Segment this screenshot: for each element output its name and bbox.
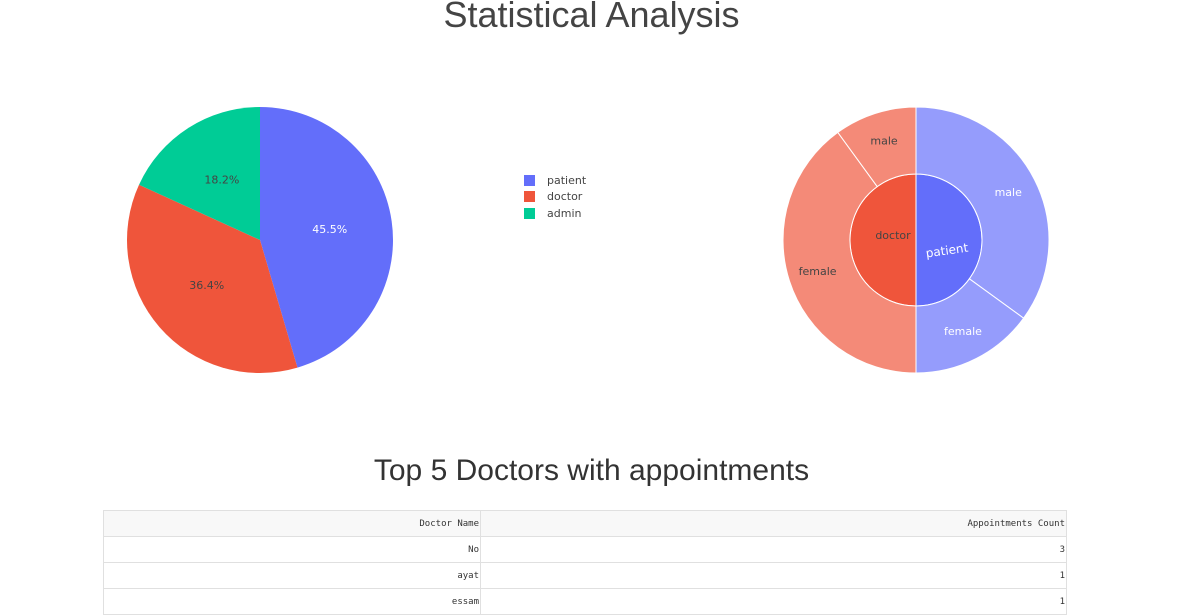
legend-swatch-patient: [524, 174, 535, 186]
table-row: No 3: [103, 536, 1067, 563]
charts-svg: 45.5% 36.4% 18.2% patient male female doctor fe…: [126, 106, 1050, 374]
table-title: Top 5 Doctors with appointments: [373, 454, 810, 487]
pie-legend: patient doctor admin: [524, 172, 586, 222]
legend-item-doctor[interactable]: doctor: [524, 189, 586, 206]
sunburst-outer-label-doctor-female: female: [799, 265, 837, 278]
pie-slice-patient[interactable]: [260, 107, 393, 368]
cell-doctor-name: ayat: [103, 562, 481, 589]
legend-item-patient[interactable]: patient: [524, 172, 586, 189]
sunburst-outer-doctor-male[interactable]: [837, 106, 917, 188]
legend-label-admin: admin: [547, 206, 582, 220]
header-doctor-name[interactable]: Doctor Name: [103, 510, 481, 537]
cell-appointments-count: 1: [480, 588, 1067, 615]
sunburst-outer-label-doctor-male: male: [870, 135, 898, 148]
pie-label-doctor: 36.4%: [189, 279, 224, 292]
cell-appointments-count: 3: [480, 536, 1067, 563]
pie-slice-admin[interactable]: [139, 107, 260, 240]
sunburst-outer-patient-male[interactable]: [915, 106, 1050, 319]
table-row: ayat 1: [103, 562, 1067, 589]
charts-area: 45.5% 36.4% 18.2% patient male female doctor fe…: [0, 60, 1199, 430]
table-row: essam 1: [103, 588, 1067, 615]
page-title: Statistical Analysis: [443, 0, 740, 35]
pie-label-admin: 18.2%: [204, 174, 239, 187]
doctors-table: Doctor Name Appointments Count No 3 ayat…: [103, 510, 1067, 615]
header-appointments-count[interactable]: Appointments Count: [480, 510, 1067, 537]
legend-item-admin[interactable]: admin: [524, 205, 586, 222]
legend-swatch-doctor: [524, 191, 535, 203]
sunburst-inner-label-doctor: doctor: [875, 229, 911, 242]
table-header-row: Doctor Name Appointments Count: [103, 510, 1067, 537]
cell-doctor-name: essam: [103, 588, 481, 615]
legend-label-doctor: doctor: [547, 190, 583, 204]
legend-label-patient: patient: [547, 173, 587, 187]
sunburst-outer-doctor-female[interactable]: [782, 131, 917, 374]
pie-slice-doctor[interactable]: [126, 184, 298, 374]
legend-swatch-admin: [524, 207, 535, 219]
pie-label-patient: 45.5%: [312, 223, 347, 236]
sunburst-inner-label-patient: patient: [925, 241, 970, 261]
doctors-table-wrap: Doctor Name Appointments Count No 3 ayat…: [103, 510, 1067, 615]
cell-doctor-name: No: [103, 536, 481, 563]
sunburst-outer-label-patient-male: male: [995, 186, 1023, 199]
sunburst-outer-label-patient-female: female: [944, 325, 982, 338]
cell-appointments-count: 1: [480, 562, 1067, 589]
